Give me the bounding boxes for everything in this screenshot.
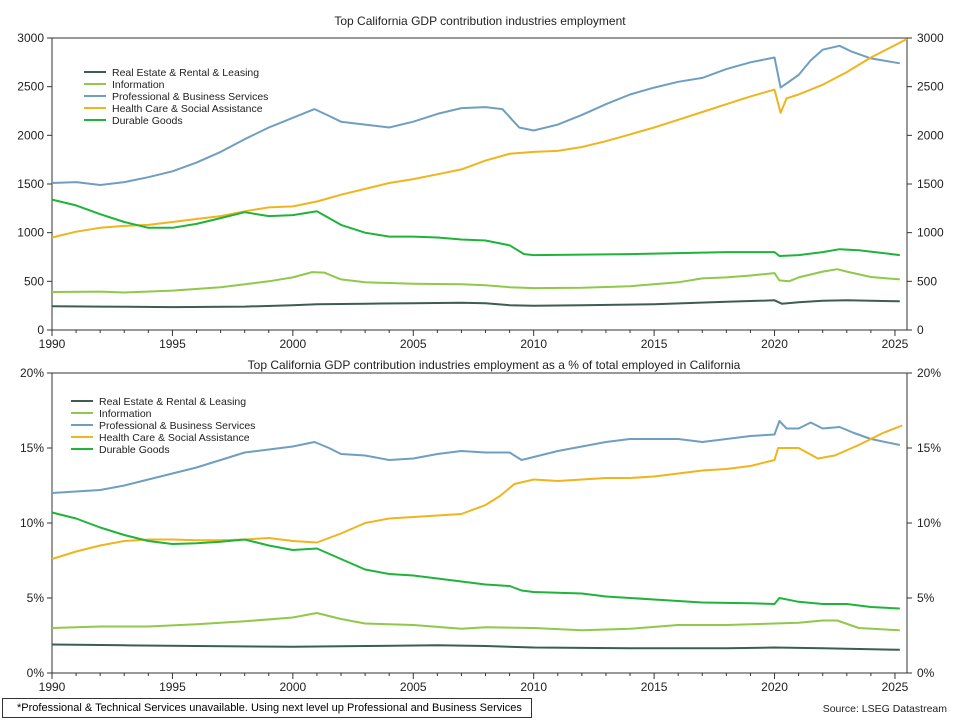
- top-legend-label-information: Information: [112, 79, 165, 91]
- bottom-legend-label-information: Information: [99, 408, 152, 420]
- bottom-series-professional-and-business-services: [51, 420, 901, 494]
- top-y-tick-label-left: 500: [24, 274, 44, 288]
- bottom-series-information: [51, 612, 900, 632]
- top-x-tick-label: 2010: [520, 337, 547, 351]
- bottom-x-tick-label: 1995: [159, 680, 186, 694]
- source-note: Source: LSEG Datastream: [822, 703, 947, 715]
- top-y-tick-label-right: 0: [917, 323, 924, 337]
- top-series-information: [51, 268, 900, 294]
- top-y-tick-label-left: 0: [37, 323, 44, 337]
- bottom-series-durable-goods: [51, 511, 900, 610]
- top-y-tick-label-right: 2000: [917, 128, 944, 142]
- top-x-tick-label: 2005: [400, 337, 427, 351]
- bottom-x-tick-label: 2025: [882, 680, 909, 694]
- bottom-chart-panel: Top California GDP contribution industri…: [20, 358, 941, 694]
- bottom-y-tick-label-right: 20%: [917, 366, 941, 380]
- top-y-tick-label-left: 1000: [17, 226, 44, 240]
- bottom-x-tick-label: 2010: [520, 680, 547, 694]
- bottom-legend-label-health-care-and-social-assistance: Health Care & Social Assistance: [99, 432, 250, 444]
- top-y-tick-label-right: 3000: [917, 31, 944, 45]
- top-y-tick-label-left: 1500: [17, 177, 44, 191]
- bottom-y-tick-label-right: 10%: [917, 516, 941, 530]
- top-legend-label-real-estate-and-rental-and-leasing: Real Estate & Rental & Leasing: [112, 67, 259, 79]
- bottom-y-tick-label-left: 10%: [20, 516, 44, 530]
- top-y-tick-label-left: 3000: [17, 31, 44, 45]
- bottom-x-tick-label: 2005: [400, 680, 427, 694]
- bottom-y-tick-label-left: 0%: [27, 666, 45, 680]
- top-x-tick-label: 2020: [761, 337, 788, 351]
- bottom-legend-label-professional-and-business-services: Professional & Business Services: [99, 420, 255, 432]
- bottom-series-real-estate-and-rental-and-leasing: [51, 643, 900, 651]
- bottom-y-tick-label-left: 15%: [20, 441, 44, 455]
- footnote: *Professional & Technical Services unava…: [2, 698, 532, 718]
- top-x-tick-label: 2025: [882, 337, 909, 351]
- bottom-x-tick-label: 2000: [279, 680, 306, 694]
- top-y-tick-label-left: 2000: [17, 128, 44, 142]
- top-y-tick-label-right: 1500: [917, 177, 944, 191]
- bottom-x-tick-label: 2015: [641, 680, 668, 694]
- top-y-tick-label-right: 500: [917, 274, 937, 288]
- bottom-series-health-care-and-social-assistance: [51, 424, 903, 560]
- bottom-y-tick-label-right: 0%: [917, 666, 935, 680]
- bottom-y-tick-label-right: 5%: [917, 591, 935, 605]
- bottom-legend-label-real-estate-and-rental-and-leasing: Real Estate & Rental & Leasing: [99, 396, 246, 408]
- bottom-x-tick-label: 1990: [39, 680, 66, 694]
- top-y-tick-label-left: 2500: [17, 80, 44, 94]
- top-series-durable-goods: [51, 198, 900, 257]
- top-series-health-care-and-social-assistance: [51, 38, 908, 239]
- top-y-tick-label-right: 2500: [917, 80, 944, 94]
- bottom-x-tick-label: 2020: [761, 680, 788, 694]
- top-series-real-estate-and-rental-and-leasing: [51, 299, 900, 309]
- top-chart-panel: Top California GDP contribution industri…: [17, 14, 944, 351]
- top-x-tick-label: 1990: [39, 337, 66, 351]
- bottom-chart-title: Top California GDP contribution industri…: [248, 358, 741, 372]
- top-x-tick-label: 1995: [159, 337, 186, 351]
- bottom-y-tick-label-left: 20%: [20, 366, 44, 380]
- top-x-tick-label: 2000: [279, 337, 306, 351]
- top-legend-label-professional-and-business-services: Professional & Business Services: [112, 91, 268, 103]
- top-chart-title: Top California GDP contribution industri…: [334, 14, 626, 28]
- bottom-legend-label-durable-goods: Durable Goods: [99, 444, 170, 456]
- top-y-tick-label-right: 1000: [917, 226, 944, 240]
- bottom-y-tick-label-right: 15%: [917, 441, 941, 455]
- top-series-professional-and-business-services: [51, 44, 900, 186]
- top-legend-label-health-care-and-social-assistance: Health Care & Social Assistance: [112, 103, 263, 115]
- top-legend-label-durable-goods: Durable Goods: [112, 115, 183, 127]
- top-x-tick-label: 2015: [641, 337, 668, 351]
- bottom-y-tick-label-left: 5%: [27, 591, 45, 605]
